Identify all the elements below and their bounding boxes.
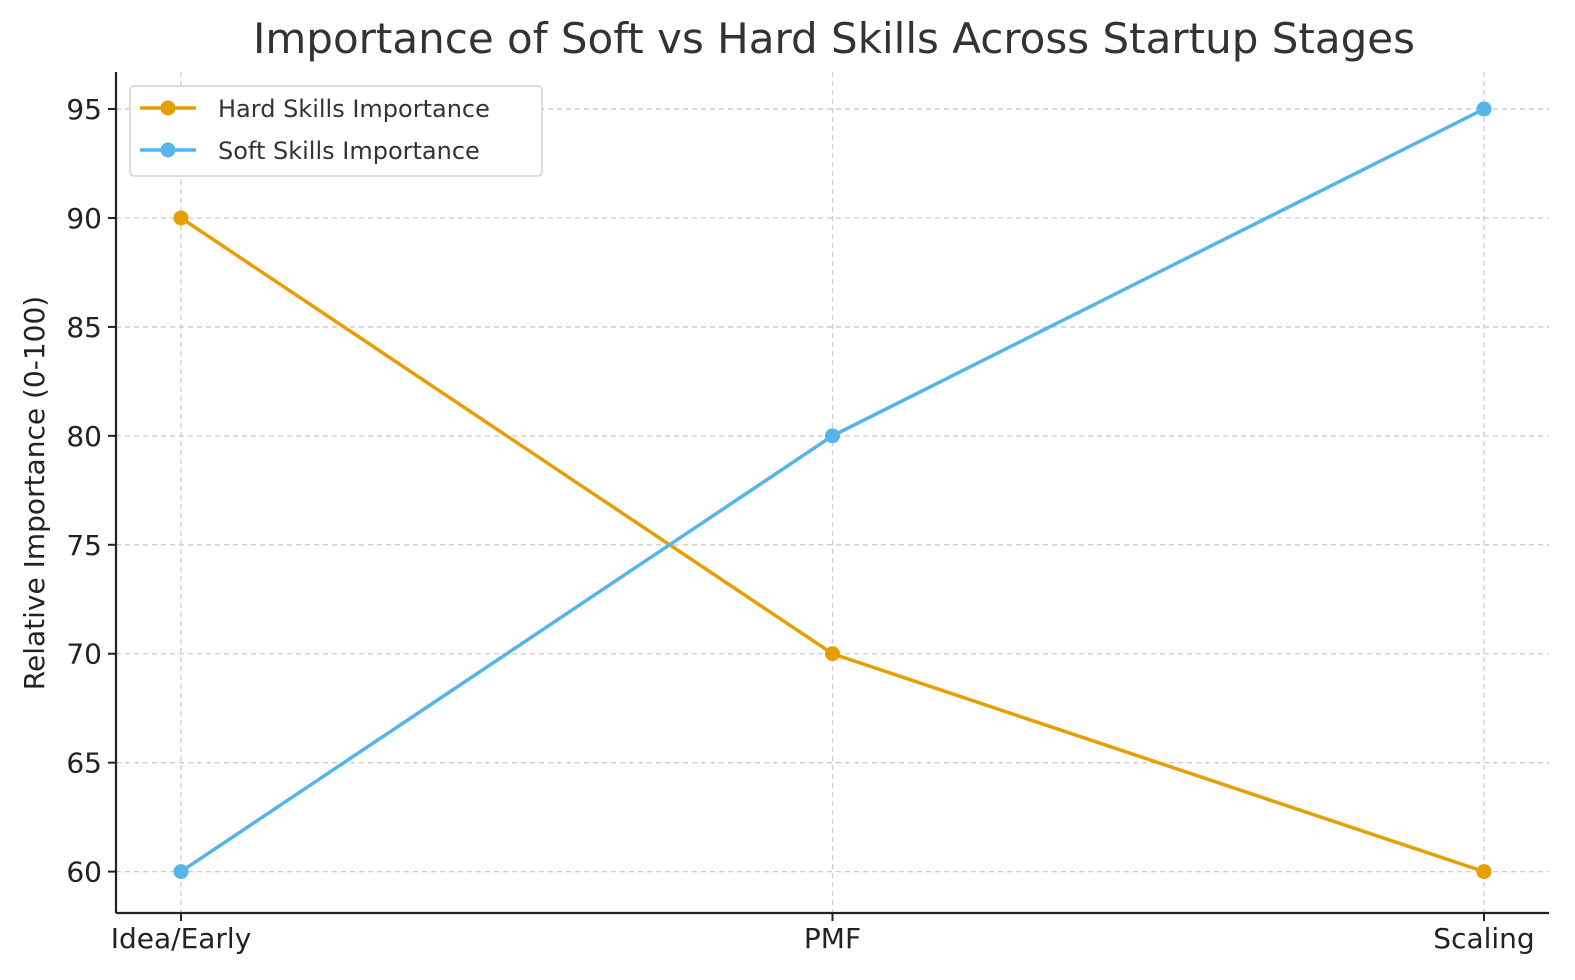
y-tick-label: 80: [66, 420, 102, 453]
series-hard-skills-importance: [173, 210, 1492, 880]
series-soft-skills-importance: [173, 101, 1492, 880]
x-axis: Idea/Early PMF Scaling: [111, 911, 1549, 955]
y-tick-label: 75: [66, 529, 102, 562]
y-tick-label: 65: [66, 747, 102, 780]
chart-title: Importance of Soft vs Hard Skills Across…: [253, 14, 1415, 63]
y-tick-label: 95: [66, 93, 102, 126]
y-axis-label: Relative Importance (0-100): [18, 296, 51, 690]
x-tick-label: Idea/Early: [111, 922, 252, 955]
data-point: [825, 646, 840, 662]
legend-marker: [160, 142, 176, 158]
x-tick-label: Scaling: [1433, 922, 1534, 955]
data-point: [825, 428, 840, 444]
grid-lines: [116, 72, 1549, 913]
y-tick-label: 70: [66, 638, 102, 671]
y-tick-label: 60: [66, 856, 102, 889]
plot-series: [173, 101, 1492, 880]
legend-item: Hard Skills Importance: [140, 95, 490, 123]
legend: Hard Skills Importance Soft Skills Import…: [129, 85, 543, 177]
data-point: [1476, 864, 1492, 880]
legend-label: Soft Skills Importance: [218, 137, 480, 165]
x-tick-label: PMF: [804, 922, 861, 955]
y-tick-label: 90: [66, 202, 102, 235]
y-tick-label: 85: [66, 311, 102, 344]
legend-box: [129, 85, 543, 177]
legend-item: Soft Skills Importance: [140, 137, 480, 165]
data-point: [1476, 101, 1492, 117]
y-axis: 60 65 70 75 80 85 90 95: [66, 72, 118, 913]
legend-marker: [160, 100, 176, 116]
legend-label: Hard Skills Importance: [218, 95, 490, 123]
data-point: [173, 864, 189, 880]
data-point: [173, 210, 189, 226]
